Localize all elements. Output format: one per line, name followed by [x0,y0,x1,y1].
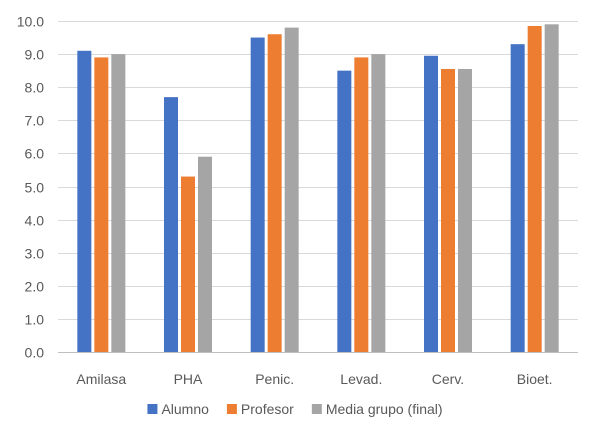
y-tick-label: 10.0 [17,14,44,30]
bar-alumno-pha [164,97,178,352]
y-tick-label: 1.0 [25,312,45,328]
x-category-label: Bioet. [517,371,553,387]
bar-media-grupo-final-cerv [458,68,472,353]
y-tick-label: 5.0 [25,180,45,196]
bar-alumno-amilasa [77,50,92,352]
legend-label: Alumno [161,401,209,417]
y-tick-label: 0.0 [25,345,45,361]
x-axis-category-labels: Amilasa PHA Penic. Levad. Cerv. Bioet. [76,371,552,387]
x-category-label: Levad. [340,371,382,387]
x-category-label: Amilasa [76,371,126,387]
y-tick-label: 4.0 [25,213,45,229]
y-tick-label: 3.0 [25,246,45,262]
y-tick-label: 8.0 [25,80,45,96]
bar-alumno-penic [250,37,265,353]
bar-media-grupo-final-amilasa [111,54,126,352]
y-axis-tick-labels: 0.0 1.0 2.0 3.0 4.0 5.0 6.0 7.0 8.0 9.0 10.0 [17,14,44,361]
legend: Alumno Profesor Media grupo (final) [147,401,443,417]
bar-profesor-bioet [527,25,542,353]
y-tick-label: 6.0 [25,146,45,162]
legend-swatch [226,404,237,414]
bar-profesor-cerv [441,68,455,353]
bar-media-grupo-final-bioet [544,24,559,353]
bar-profesor-amilasa [94,57,109,352]
bars [77,24,559,353]
bar-profesor-levad [354,57,369,352]
bar-alumno-cerv [424,55,438,352]
x-category-label: PHA [174,371,203,387]
bar-media-grupo-final-pha [198,156,212,352]
x-category-label: Cerv. [432,371,464,387]
bar-profesor-pha [181,176,195,352]
bar-profesor-penic [267,34,282,353]
bar-alumno-levad [337,70,352,353]
legend-swatch [147,404,158,414]
bar-media-grupo-final-penic [284,27,299,353]
gridlines [58,21,578,353]
legend-swatch [311,404,322,414]
legend-label: Profesor [241,401,294,417]
x-category-label: Penic. [255,371,294,387]
bar-media-grupo-final-levad [371,54,386,352]
bar-alumno-bioet [510,44,525,353]
y-tick-label: 9.0 [25,47,45,63]
y-tick-label: 2.0 [25,279,45,295]
legend-label: Media grupo (final) [326,401,443,417]
y-tick-label: 7.0 [25,113,45,129]
